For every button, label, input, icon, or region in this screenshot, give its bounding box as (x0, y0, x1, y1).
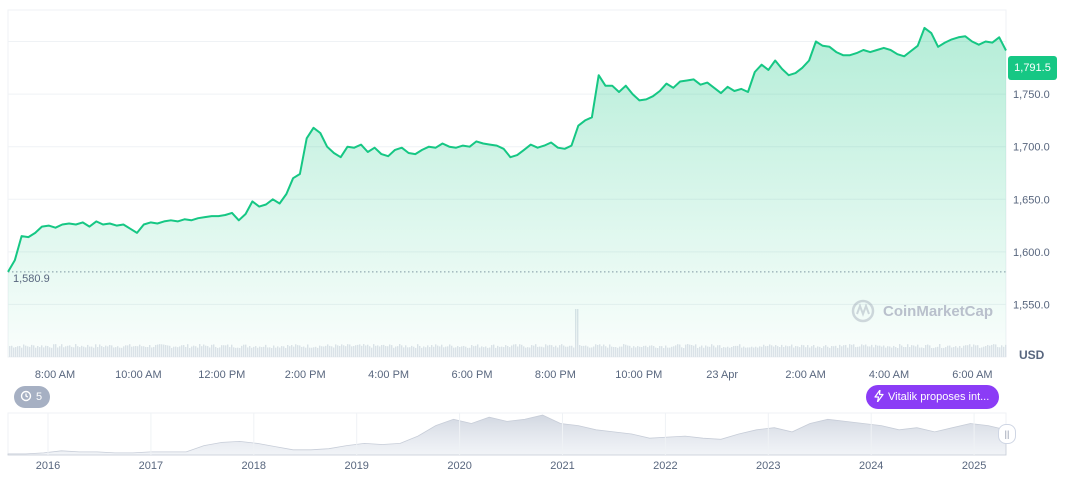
x-tick-label: 23 Apr (706, 369, 738, 381)
y-tick-label: 1,550.0 (1013, 299, 1050, 311)
y-tick-label: 1,700.0 (1013, 142, 1050, 154)
current-price-tag: 1,791.5 (1008, 56, 1057, 80)
coinmarketcap-logo-icon (851, 299, 875, 323)
y-tick-label: 1,650.0 (1013, 194, 1050, 206)
navigator-year-label: 2017 (139, 460, 163, 472)
lightning-icon (874, 388, 884, 405)
history-icon (20, 390, 32, 405)
navigator-year-label: 2016 (36, 460, 60, 472)
x-tick-label: 10:00 PM (615, 369, 662, 381)
navigator-year-label: 2019 (344, 460, 368, 472)
y-tick-label: 1,750.0 (1013, 89, 1050, 101)
x-tick-label: 2:00 AM (785, 369, 825, 381)
navigator-year-label: 2024 (859, 460, 883, 472)
x-tick-label: 4:00 PM (368, 369, 409, 381)
navigator-year-label: 2018 (242, 460, 266, 472)
start-price-label: 1,580.9 (13, 273, 50, 285)
navigator-year-label: 2023 (756, 460, 780, 472)
navigator-year-label: 2021 (550, 460, 574, 472)
x-tick-label: 10:00 AM (115, 369, 161, 381)
navigator-year-label: 2020 (447, 460, 471, 472)
events-count: 5 (36, 391, 43, 403)
navigator-year-label: 2025 (962, 460, 986, 472)
x-tick-label: 6:00 AM (952, 369, 992, 381)
currency-label: USD (1019, 348, 1045, 362)
price-area-fill (8, 27, 1006, 358)
x-tick-label: 8:00 AM (35, 369, 75, 381)
x-tick-label: 12:00 PM (198, 369, 245, 381)
price-series-line (7, 26, 1007, 273)
x-tick-label: 4:00 AM (869, 369, 909, 381)
x-tick-label: 2:00 PM (285, 369, 326, 381)
navigator-area (7, 414, 1007, 456)
x-tick-label: 6:00 PM (452, 369, 493, 381)
navigator-handle[interactable]: || (998, 424, 1016, 444)
news-event-pill[interactable]: Vitalik proposes int... (866, 385, 1000, 409)
x-tick-label: 8:00 PM (535, 369, 576, 381)
news-event-label: Vitalik proposes int... (888, 391, 990, 403)
navigator-year-label: 2022 (653, 460, 677, 472)
watermark-text: CoinMarketCap (883, 303, 993, 320)
y-tick-label: 1,600.0 (1013, 247, 1050, 259)
events-badge[interactable]: 5 (14, 386, 51, 408)
